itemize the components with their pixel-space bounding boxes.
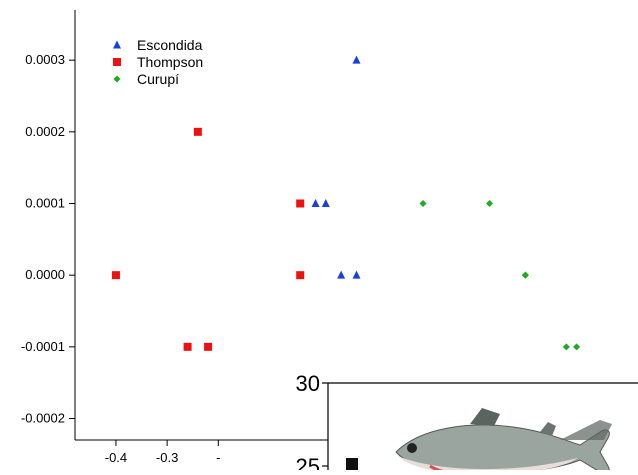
inset-tick-label: 30: [296, 371, 320, 396]
point-thompson: [193, 127, 202, 136]
legend-marker-escondida: [113, 40, 121, 49]
fish-dorsal-fin: [470, 408, 500, 426]
legend-label-escondida: Escondida: [137, 37, 203, 53]
point-thompson: [204, 342, 213, 351]
point-thompson: [111, 271, 120, 280]
point-thompson: [296, 271, 305, 280]
fish-tail-upper: [560, 420, 612, 440]
y-tick-label: -0.0001: [21, 339, 65, 354]
point-curupi: [486, 200, 494, 207]
point-thompson: [183, 342, 192, 351]
point-thompson: [296, 199, 305, 208]
point-curupi: [521, 271, 529, 279]
point-escondida: [352, 55, 361, 64]
legend-marker-thompson: [113, 58, 121, 66]
point-escondida: [337, 270, 346, 279]
point-curupi: [573, 343, 581, 351]
x-tick-label: -0.3: [156, 450, 178, 465]
inset-tick-label: 25: [296, 454, 320, 470]
point-curupi: [419, 200, 427, 207]
point-escondida: [321, 199, 330, 207]
point-curupi: [562, 343, 570, 351]
y-tick-label: 0.0002: [25, 124, 65, 139]
y-tick-label: 0.0000: [25, 267, 65, 282]
y-tick-label: -0.0002: [21, 411, 65, 426]
legend-marker-curupi: [113, 75, 121, 83]
x-tick-label: -0.4: [105, 450, 127, 465]
point-escondida: [352, 270, 361, 279]
legend-label-curupi: Curupí: [137, 71, 179, 87]
fish-eye: [407, 443, 417, 453]
point-escondida: [311, 199, 320, 207]
y-tick-label: 0.0003: [25, 52, 65, 67]
inset-bar: [346, 458, 358, 470]
fish-adipose-fin: [540, 422, 556, 436]
legend-label-thompson: Thompson: [137, 54, 203, 70]
x-tick-label: -: [216, 450, 220, 465]
y-tick-label: 0.0001: [25, 196, 65, 211]
